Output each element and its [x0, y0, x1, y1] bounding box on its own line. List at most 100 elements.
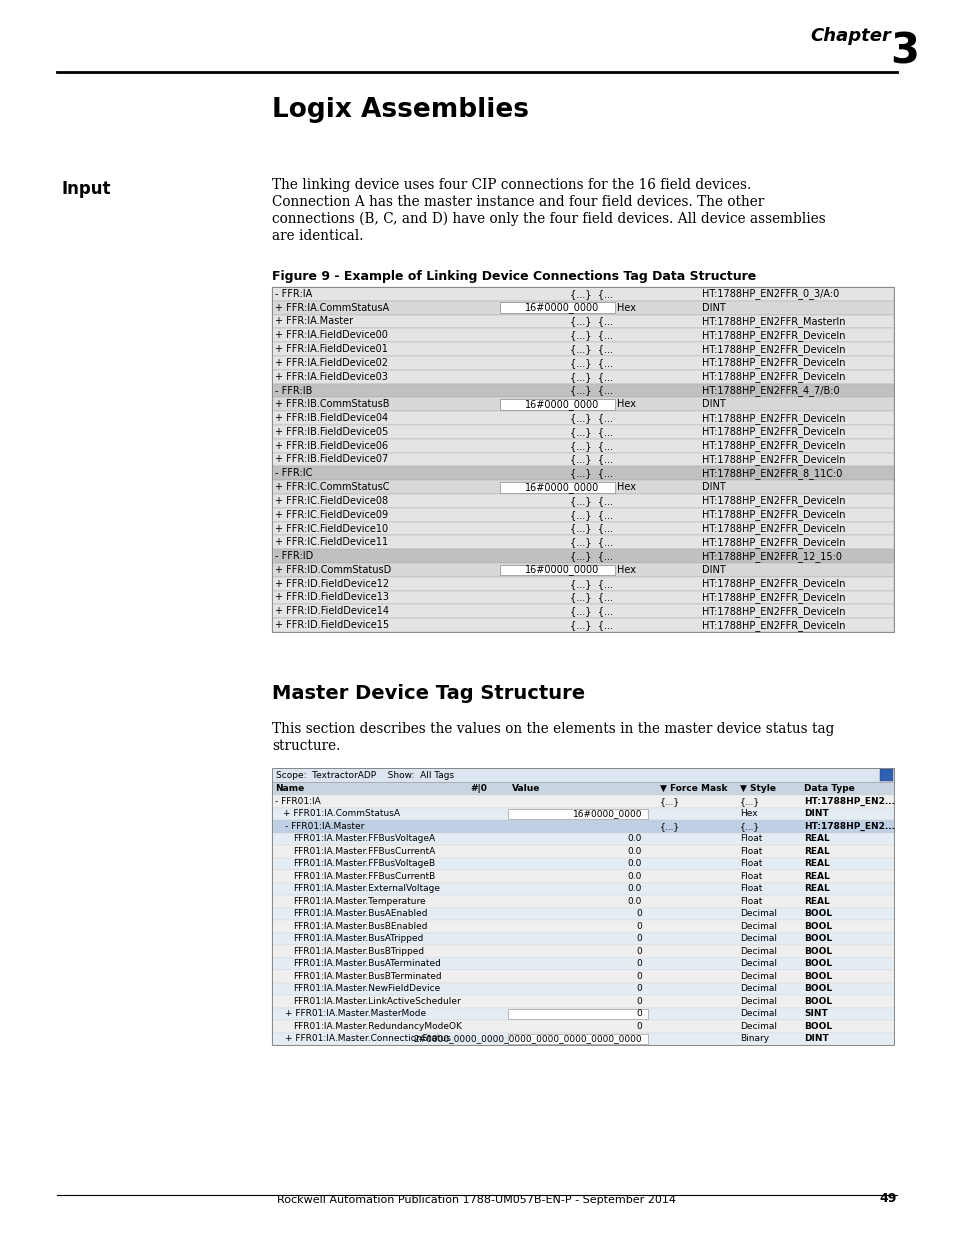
Text: + FFR:IC.FieldDevice09: + FFR:IC.FieldDevice09: [274, 510, 388, 520]
Text: + FFR:IC.CommStatusC: + FFR:IC.CommStatusC: [274, 482, 389, 492]
Text: + FFR:IB.FieldDevice06: + FFR:IB.FieldDevice06: [274, 441, 388, 451]
Text: Decimal: Decimal: [740, 972, 776, 981]
Text: {...}  {...: {...} {...: [570, 606, 613, 616]
Text: {...}  {...: {...} {...: [570, 316, 613, 326]
Bar: [272, 945, 893, 957]
Bar: [499, 564, 615, 576]
Text: BOOL: BOOL: [803, 997, 831, 1005]
Text: {...}  {...: {...} {...: [570, 496, 613, 506]
Text: 0: 0: [636, 934, 641, 944]
Text: BOOL: BOOL: [803, 1021, 831, 1031]
Text: {...}  {...: {...} {...: [570, 441, 613, 451]
Text: {...}  {...: {...} {...: [570, 537, 613, 547]
Bar: [272, 342, 893, 356]
Text: Name: Name: [274, 784, 304, 793]
Bar: [272, 467, 893, 480]
Bar: [272, 832, 893, 845]
Text: 0: 0: [636, 972, 641, 981]
Text: structure.: structure.: [272, 739, 340, 753]
Text: Figure 9 - Example of Linking Device Connections Tag Data Structure: Figure 9 - Example of Linking Device Con…: [272, 270, 756, 283]
Text: Decimal: Decimal: [740, 947, 776, 956]
Text: HT:1788HP_EN2FFR_Deviceln: HT:1788HP_EN2FFR_Deviceln: [701, 357, 844, 368]
Text: DINT: DINT: [701, 303, 725, 312]
Text: DINT: DINT: [701, 399, 725, 409]
Text: - FFR01:IA: - FFR01:IA: [274, 797, 320, 805]
Bar: [272, 494, 893, 508]
Text: DINT: DINT: [701, 564, 725, 576]
Text: Float: Float: [740, 860, 761, 868]
Bar: [272, 857, 893, 869]
Text: {...}: {...}: [740, 797, 760, 805]
Text: BOOL: BOOL: [803, 960, 831, 968]
Text: HT:1788HP_EN2FFR_Deviceln: HT:1788HP_EN2FFR_Deviceln: [701, 330, 844, 341]
Text: + FFR:ID.FieldDevice14: + FFR:ID.FieldDevice14: [274, 606, 389, 616]
Bar: [272, 590, 893, 604]
Bar: [272, 287, 893, 632]
Text: 0: 0: [636, 921, 641, 931]
Bar: [272, 808, 893, 820]
Text: FFR01:IA.Master.BusBTerminated: FFR01:IA.Master.BusBTerminated: [293, 972, 441, 981]
Text: + FFR:IA.FieldDevice02: + FFR:IA.FieldDevice02: [274, 358, 388, 368]
Text: REAL: REAL: [803, 872, 829, 881]
Text: 49: 49: [879, 1192, 896, 1205]
Text: Decimal: Decimal: [740, 1021, 776, 1031]
Text: FFR01:IA.Master.BusATripped: FFR01:IA.Master.BusATripped: [293, 934, 423, 944]
Text: Float: Float: [740, 897, 761, 905]
Bar: [272, 619, 893, 632]
Text: FFR01:IA.Master.FFBusVoltageB: FFR01:IA.Master.FFBusVoltageB: [293, 860, 435, 868]
Bar: [272, 957, 893, 969]
Bar: [272, 550, 893, 563]
Text: + FFR:IB.FieldDevice07: + FFR:IB.FieldDevice07: [274, 454, 388, 464]
Text: HT:1788HP_EN2FFR_Deviceln: HT:1788HP_EN2FFR_Deviceln: [701, 578, 844, 589]
Bar: [272, 768, 893, 782]
Text: HT:1788HP_EN2FFR_Deviceln: HT:1788HP_EN2FFR_Deviceln: [701, 524, 844, 534]
Text: + FFR01:IA.CommStatusA: + FFR01:IA.CommStatusA: [283, 809, 399, 819]
Text: HT:1788HP_EN2FFR_Deviceln: HT:1788HP_EN2FFR_Deviceln: [701, 537, 844, 548]
Text: 16#0000_0000: 16#0000_0000: [524, 482, 598, 493]
Text: 0: 0: [636, 960, 641, 968]
Bar: [272, 932, 893, 945]
Text: - FFR:ID: - FFR:ID: [274, 551, 313, 561]
Text: FFR01:IA.Master.BusATerminated: FFR01:IA.Master.BusATerminated: [293, 960, 440, 968]
Bar: [272, 398, 893, 411]
Bar: [272, 969, 893, 983]
Text: Decimal: Decimal: [740, 921, 776, 931]
Text: 16#0000_0000: 16#0000_0000: [524, 399, 598, 410]
Bar: [272, 895, 893, 908]
Text: + FFR:IA.FieldDevice00: + FFR:IA.FieldDevice00: [274, 330, 388, 341]
Text: 0: 0: [636, 909, 641, 919]
Bar: [499, 482, 615, 493]
Text: Float: Float: [740, 835, 761, 844]
Text: Connection A has the master instance and four field devices. The other: Connection A has the master instance and…: [272, 195, 763, 209]
Text: 0: 0: [636, 947, 641, 956]
Text: Decimal: Decimal: [740, 960, 776, 968]
Text: + FFR:ID.FieldDevice12: + FFR:ID.FieldDevice12: [274, 579, 389, 589]
Text: Float: Float: [740, 872, 761, 881]
Text: HT:1788HP_EN2FFR_Deviceln: HT:1788HP_EN2FFR_Deviceln: [701, 620, 844, 631]
Text: BOOL: BOOL: [803, 972, 831, 981]
Bar: [272, 521, 893, 536]
Text: Logix Assemblies: Logix Assemblies: [272, 98, 529, 124]
Text: 0.0: 0.0: [627, 897, 641, 905]
Text: BOOL: BOOL: [803, 947, 831, 956]
Text: HT:1788HP_EN2FFR_Deviceln: HT:1788HP_EN2FFR_Deviceln: [701, 495, 844, 506]
Text: + FFR:IC.FieldDevice08: + FFR:IC.FieldDevice08: [274, 496, 388, 506]
Text: {...}  {...: {...} {...: [570, 427, 613, 437]
Text: Decimal: Decimal: [740, 909, 776, 919]
Bar: [272, 604, 893, 619]
Bar: [272, 425, 893, 438]
Text: + FFR:IC.FieldDevice10: + FFR:IC.FieldDevice10: [274, 524, 388, 534]
Bar: [272, 1032, 893, 1045]
Text: HT:1788HP_EN2FFR_Deviceln: HT:1788HP_EN2FFR_Deviceln: [701, 426, 844, 437]
Text: HT:1788HP_EN2FFR_Deviceln: HT:1788HP_EN2FFR_Deviceln: [701, 372, 844, 382]
Text: HT:1788HP_EN2...: HT:1788HP_EN2...: [803, 797, 894, 805]
Text: FFR01:IA.Master.BusBEnabled: FFR01:IA.Master.BusBEnabled: [293, 921, 427, 931]
Text: REAL: REAL: [803, 897, 829, 905]
Text: FFR01:IA.Master.BusAEnabled: FFR01:IA.Master.BusAEnabled: [293, 909, 427, 919]
Text: HT:1788HP_EN2...: HT:1788HP_EN2...: [803, 821, 894, 831]
Text: #|0: #|0: [470, 784, 486, 793]
Bar: [272, 869, 893, 883]
Text: {...}  {...: {...} {...: [570, 593, 613, 603]
Text: Float: Float: [740, 884, 761, 893]
Text: 0.0: 0.0: [627, 835, 641, 844]
